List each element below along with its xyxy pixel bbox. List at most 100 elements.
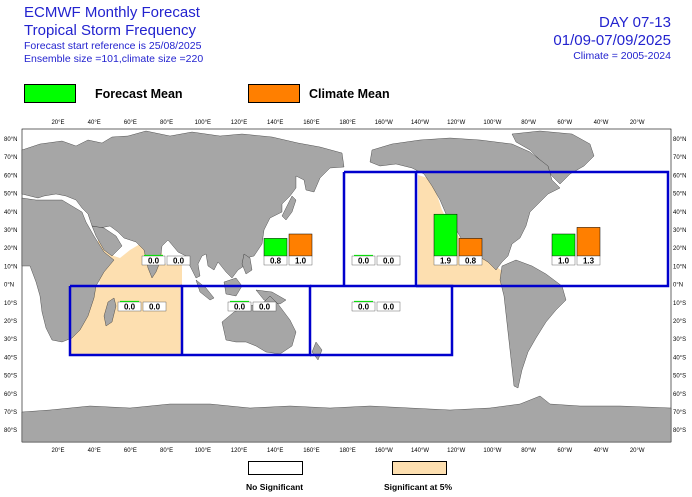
lon-label-bottom: 40°W: [594, 448, 609, 454]
region-bars: 0.0 0.0 0.8 1.0 0.0 0.0 1.9 0.8 1.0 1.30.0 0.0 0.0 0…: [117, 213, 601, 312]
forecast-bar: [263, 238, 288, 257]
longitude-labels-top: 20°E 40°E 60°E 80°E 100°E 120°E 140°E 160°E 180°…: [51, 120, 644, 126]
lat-label-left: 60°S: [4, 392, 17, 398]
forecast-value-box: [263, 255, 288, 266]
lon-label-bottom: 140°E: [267, 448, 283, 454]
lat-label-left: 0°N: [4, 283, 14, 289]
lon-label-bottom: 80°W: [521, 448, 536, 454]
lat-label-right: 10°S: [673, 301, 686, 307]
lat-label-left: 50°N: [4, 192, 17, 198]
forecast-legend-label: Forecast Mean: [95, 87, 183, 101]
significant-swatch: [392, 461, 447, 475]
lat-label-right: 70°N: [673, 155, 686, 161]
lat-label-right: 30°N: [673, 228, 686, 234]
lat-label-right: 20°N: [673, 246, 686, 252]
lon-label-top: 40°E: [88, 120, 101, 126]
forecast-value-label: 0.8: [270, 257, 282, 266]
climate-value-label: 1.0: [295, 257, 307, 266]
sig-area-north-indian: [98, 238, 182, 286]
lon-label-bottom: 120°E: [231, 448, 247, 454]
lon-label-bottom: 120°W: [447, 448, 465, 454]
day-range: DAY 07-13: [599, 14, 671, 31]
climate-value-label: 0.0: [383, 257, 395, 266]
no-significant-swatch: [248, 461, 303, 475]
sub-title: Tropical Storm Frequency: [24, 22, 197, 39]
lon-label-top: 80°W: [521, 120, 536, 126]
climate-value-label: 0.0: [383, 303, 395, 312]
lon-label-top: 40°W: [594, 120, 609, 126]
forecast-value-label: 0.0: [358, 257, 370, 266]
climate-value-box: [376, 255, 401, 266]
lat-label-right: 20°S: [673, 319, 686, 325]
landmass-arabia: [91, 225, 123, 257]
climate-value-box: [376, 301, 401, 312]
climate-period: Climate = 2005-2024: [573, 50, 671, 62]
lat-label-left: 20°N: [4, 246, 17, 252]
lon-label-top: 20°W: [630, 120, 645, 126]
forecast-bar: [433, 213, 458, 257]
forecast-value-label: 0.0: [148, 257, 160, 266]
lat-label-right: 80°S: [673, 428, 686, 434]
lon-label-bottom: 40°E: [88, 448, 101, 454]
basin-border-atlantic: [416, 170, 670, 288]
climate-value-label: 0.0: [149, 303, 161, 312]
region-bar-group: 0.0 0.0: [141, 254, 191, 266]
lat-label-left: 80°N: [4, 137, 17, 143]
lon-label-bottom: 100°E: [195, 448, 211, 454]
forecast-value-box: [351, 255, 376, 266]
start-reference: Forecast start reference is 25/08/2025: [24, 40, 202, 52]
lon-label-top: 100°W: [483, 120, 501, 126]
region-bar-group: 0.8 1.0: [263, 233, 313, 266]
region-bar-group: 0.0 0.0: [351, 300, 401, 312]
lon-label-top: 20°E: [51, 120, 64, 126]
lon-label-bottom: 60°W: [557, 448, 572, 454]
lon-label-top: 160°W: [375, 120, 393, 126]
forecast-value-label: 1.9: [440, 257, 452, 266]
lon-label-bottom: 20°W: [630, 448, 645, 454]
lat-label-right: 30°S: [673, 337, 686, 343]
landmass-south-america: [499, 259, 567, 389]
landmass-eurasia: [21, 130, 345, 279]
lat-label-left: 30°S: [4, 337, 17, 343]
climate-value-box: [576, 255, 601, 266]
date-block: DAY 07-13 01/09-07/09/2025 Climate = 200…: [553, 14, 671, 63]
ensemble-size: Ensemble size =101,climate size =220: [24, 53, 204, 65]
climate-bar: [576, 227, 601, 257]
title-block: ECMWF Monthly Forecast Tropical Storm Fr…: [24, 4, 203, 66]
climate-value-box: [288, 255, 313, 266]
region-bar-group: 1.0 1.3: [551, 227, 601, 266]
landmass-africa: [21, 197, 115, 343]
climate-value-label: 0.0: [259, 303, 271, 312]
region-bar-group: 0.0 0.0: [351, 254, 401, 266]
landmass-japan: [281, 195, 297, 221]
lat-label-right: 60°S: [673, 392, 686, 398]
lat-label-right: 50°N: [673, 192, 686, 198]
lon-label-top: 60°W: [557, 120, 572, 126]
climate-value-label: 0.0: [173, 257, 185, 266]
lat-label-right: 60°N: [673, 173, 686, 179]
lon-label-top: 120°W: [447, 120, 465, 126]
basin-boundaries: [68, 170, 670, 357]
climate-bar: [288, 233, 313, 257]
lat-label-right: 40°S: [673, 355, 686, 361]
lon-label-top: 80°E: [160, 120, 173, 126]
lat-label-left: 70°S: [4, 410, 17, 416]
forecast-legend-swatch: [24, 84, 76, 103]
climate-value-box: [166, 255, 191, 266]
lat-label-left: 10°S: [4, 301, 17, 307]
forecast-value-box: [551, 255, 576, 266]
climate-value-label: 1.3: [583, 257, 595, 266]
climate-bar: [458, 238, 483, 257]
lat-label-left: 80°S: [4, 428, 17, 434]
climate-value-label: 0.8: [465, 257, 477, 266]
climate-value-box: [458, 255, 483, 266]
lon-label-top: 60°E: [124, 120, 137, 126]
lat-label-left: 20°S: [4, 319, 17, 325]
lon-label-top: 140°W: [411, 120, 429, 126]
lon-label-top: 120°E: [231, 120, 247, 126]
forecast-value-label: 0.0: [358, 303, 370, 312]
lat-label-left: 30°N: [4, 228, 17, 234]
landmass-antarctica: [21, 395, 672, 443]
lat-label-left: 40°N: [4, 210, 17, 216]
lon-label-bottom: 80°E: [160, 448, 173, 454]
